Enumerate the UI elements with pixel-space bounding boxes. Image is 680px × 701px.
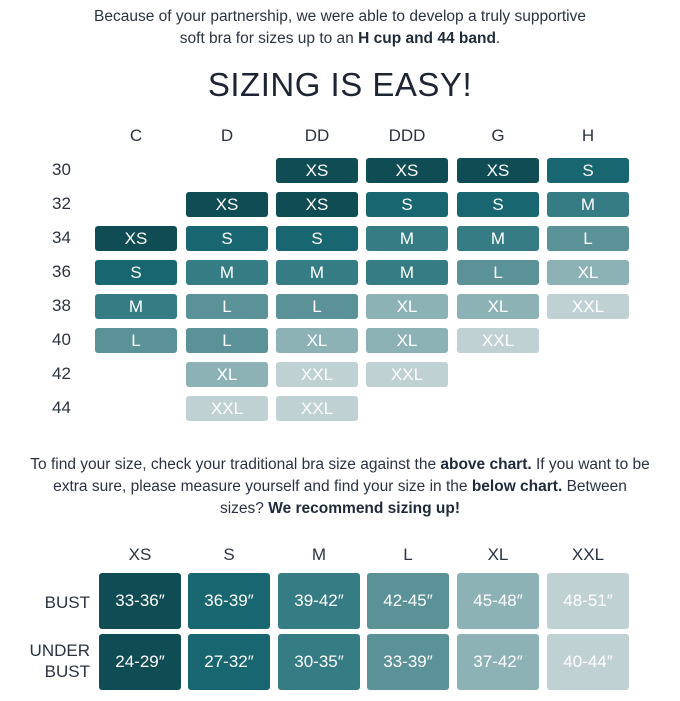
size-cell-32-g: S [457,192,539,217]
instructions-p3: Between sizes? [219,478,627,517]
under-bust-cell-l: 33-39″ [367,634,449,690]
band-label-34: 34 [52,228,71,247]
instructions-b1: above chart. [440,456,532,473]
size-cell-36-c: S [95,260,177,285]
cup-header-c: C [129,126,143,145]
size-cell-38-c: M [95,294,177,319]
under-bust-cell-xs: 24-29″ [99,634,181,690]
instructions-p2: If you want to be extra sure, please mea… [53,456,650,495]
bust-cell-xs: 33-36″ [99,573,181,629]
size-cell-30-h: S [547,158,629,183]
band-label-44: 44 [52,398,71,417]
intro-line-2-bold: H cup and 44 band [358,30,496,47]
cup-header-ddd: DDD [388,126,426,145]
under-bust-label-line-1: UNDER [29,641,90,660]
size-cell-32-d: XS [186,192,268,217]
cup-header-g: G [491,126,505,145]
under-bust-cell-s: 27-32″ [188,634,270,690]
instructions-text: To find your size, check your traditiona… [30,454,650,520]
size-header-xl: XL [487,545,509,564]
intro-line-1: Because of your partnership, we were abl… [94,8,586,25]
band-label-32: 32 [52,194,71,213]
size-cell-44-d: XXL [186,396,268,421]
size-header-m: M [311,545,327,564]
size-cell-40-d: L [186,328,268,353]
band-label-36: 36 [52,262,71,281]
band-label-42: 42 [52,364,71,383]
bust-cell-l: 42-45″ [367,573,449,629]
under-bust-label: UNDER BUST [20,640,90,682]
size-cell-36-d: M [186,260,268,285]
size-cell-34-d: S [186,226,268,251]
size-cell-32-h: M [547,192,629,217]
bust-cell-s: 36-39″ [188,573,270,629]
instructions-b3: We recommend sizing up! [268,500,461,517]
size-header-xs: XS [128,545,152,564]
size-cell-40-g: XXL [457,328,539,353]
size-cell-42-d: XL [186,362,268,387]
size-cell-36-dd: M [276,260,358,285]
size-cell-34-g: M [457,226,539,251]
bust-cell-xxl: 48-51″ [547,573,629,629]
size-cell-42-ddd: XXL [366,362,448,387]
size-cell-40-c: L [95,328,177,353]
intro-text: Because of your partnership, we were abl… [0,6,680,50]
under-bust-cell-xl: 37-42″ [457,634,539,690]
bust-label: BUST [44,593,90,612]
size-cell-44-dd: XXL [276,396,358,421]
intro-line-2-post: . [495,30,501,47]
size-cell-32-dd: XS [276,192,358,217]
size-cell-32-ddd: S [366,192,448,217]
size-cell-34-c: XS [95,226,177,251]
band-label-30: 30 [52,160,71,179]
size-cell-36-g: L [457,260,539,285]
under-bust-cell-m: 30-35″ [278,634,360,690]
band-label-38: 38 [52,296,71,315]
size-cell-30-dd: XS [276,158,358,183]
size-cell-38-g: XL [457,294,539,319]
page-title: SIZING IS EASY! [207,66,473,103]
bust-cell-m: 39-42″ [278,573,360,629]
cup-header-h: H [581,126,595,145]
under-bust-cell-xxl: 40-44″ [547,634,629,690]
size-cell-38-ddd: XL [366,294,448,319]
size-header-s: S [223,545,235,564]
size-cell-36-h: XL [547,260,629,285]
instructions-p1: To find your size, check your traditiona… [30,456,441,473]
bust-cell-xl: 45-48″ [457,573,539,629]
size-cell-38-d: L [186,294,268,319]
size-cell-40-dd: XL [276,328,358,353]
intro-line-2-pre: soft bra for sizes up to an [179,30,359,47]
instructions-b2: below chart. [471,478,563,495]
band-label-40: 40 [52,330,71,349]
cup-header-dd: DD [304,126,330,145]
size-cell-42-dd: XXL [276,362,358,387]
size-cell-38-dd: L [276,294,358,319]
under-bust-label-line-2: BUST [44,662,90,681]
size-header-l: L [403,545,413,564]
intro-line-2: soft bra for sizes up to an H cup and 44… [0,28,680,50]
size-cell-30-g: XS [457,158,539,183]
size-cell-34-ddd: M [366,226,448,251]
size-header-xxl: XXL [571,545,605,564]
size-cell-34-dd: S [276,226,358,251]
size-cell-34-h: L [547,226,629,251]
cup-header-d: D [220,126,234,145]
size-cell-38-h: XXL [547,294,629,319]
size-cell-36-ddd: M [366,260,448,285]
size-cell-30-ddd: XS [366,158,448,183]
size-cell-40-ddd: XL [366,328,448,353]
